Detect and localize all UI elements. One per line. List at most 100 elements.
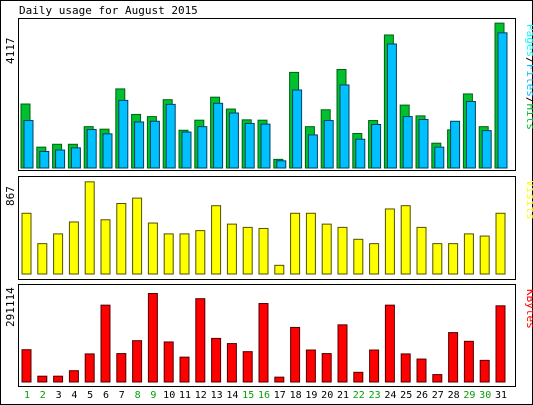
visits-bar-day-7 (116, 203, 127, 275)
kbytes-bar-day-27 (432, 374, 443, 383)
kbytes-bar-day-24 (384, 304, 395, 383)
legend-files: Files (524, 64, 533, 97)
files-bar-day-24 (386, 43, 397, 169)
files-bar-day-14 (228, 112, 239, 169)
day-label: 3 (56, 390, 62, 401)
visits-bar-day-11 (179, 233, 190, 275)
visits-bar-day-17 (274, 264, 285, 275)
visits-bar-day-27 (432, 243, 443, 275)
kbytes-bar-day-20 (321, 353, 332, 383)
day-label: 13 (211, 390, 223, 401)
visits-bars (21, 181, 506, 275)
day-label: 25 (400, 390, 412, 401)
visits-bar-day-16 (258, 227, 269, 275)
visits-bar-day-12 (195, 230, 206, 275)
visits-bar-day-15 (242, 226, 253, 275)
hits-bars (20, 22, 508, 169)
day-label: 21 (337, 390, 349, 401)
kbytes-bar-day-2 (37, 375, 48, 383)
day-label: 26 (416, 390, 428, 401)
day-label: 2 (40, 390, 46, 401)
files-bar-day-16 (260, 123, 271, 169)
hits-max-label: 4117 (4, 38, 17, 65)
day-label: 14 (226, 390, 238, 401)
visits-max-label: 867 (4, 186, 17, 206)
day-label: 1 (24, 390, 30, 401)
kbytes-legend: KBytes (524, 289, 533, 329)
kbytes-bar-day-5 (84, 353, 95, 383)
day-label: 24 (384, 390, 396, 401)
kbytes-bar-day-25 (400, 353, 411, 383)
day-label: 20 (321, 390, 333, 401)
kbytes-bar-day-22 (353, 371, 364, 383)
visits-bar-day-10 (163, 233, 174, 275)
day-label: 7 (119, 390, 125, 401)
files-bar-day-3 (55, 149, 66, 169)
visits-bar-day-8 (132, 197, 143, 275)
files-bar-day-13 (213, 102, 224, 169)
files-bar-day-21 (339, 84, 350, 169)
files-bar-day-6 (102, 133, 113, 169)
files-bar-day-15 (244, 122, 255, 169)
files-bar-day-27 (434, 146, 445, 169)
kbytes-bar-day-14 (226, 343, 237, 383)
kbytes-bar-day-9 (147, 293, 158, 383)
files-bar-day-5 (86, 129, 97, 169)
day-label: 6 (103, 390, 109, 401)
visits-bar-day-25 (400, 205, 411, 275)
day-label: 9 (150, 390, 156, 401)
visits-bar-day-5 (84, 181, 95, 275)
visits-legend: Visits (524, 180, 533, 220)
files-bar-day-7 (118, 99, 129, 169)
visits-bar-day-4 (68, 221, 79, 275)
visits-bar-day-20 (321, 223, 332, 275)
files-bar-day-18 (292, 89, 303, 169)
day-label: 15 (242, 390, 254, 401)
day-label: 27 (432, 390, 444, 401)
visits-bar-day-26 (416, 226, 427, 275)
visits-bar-day-23 (369, 243, 380, 275)
kbytes-bar-day-30 (479, 359, 490, 383)
files-bar-day-11 (181, 131, 192, 169)
visits-bar-day-19 (305, 212, 316, 275)
legend-sep-2: / (524, 97, 533, 104)
day-label: 17 (274, 390, 286, 401)
day-label: 23 (369, 390, 381, 401)
files-bar-day-10 (165, 103, 176, 169)
files-bar-day-31 (497, 32, 508, 169)
files-bar-day-17 (276, 160, 287, 169)
legend-hits: Hits (524, 104, 533, 131)
visits-bar-day-29 (463, 233, 474, 275)
files-bar-day-8 (134, 121, 145, 169)
hits-legend: Pages/Files/Hits (524, 24, 533, 130)
kbytes-bar-day-17 (274, 376, 285, 383)
day-label: 29 (463, 390, 475, 401)
visits-bar-day-13 (211, 205, 222, 275)
files-bar-day-9 (149, 120, 160, 169)
files-bar-day-26 (418, 118, 429, 169)
visits-bar-day-6 (100, 219, 111, 275)
visits-bar-day-18 (290, 212, 301, 275)
chart-title: Daily usage for August 2015 (19, 4, 198, 17)
kbytes-bar-day-21 (337, 324, 348, 383)
day-label: 4 (71, 390, 77, 401)
visits-bar-day-9 (147, 222, 158, 275)
files-bar-day-19 (307, 134, 318, 169)
visits-bar-day-31 (495, 212, 506, 275)
day-label: 22 (353, 390, 365, 401)
visits-bar-day-14 (226, 223, 237, 275)
kbytes-bar-day-10 (163, 341, 174, 383)
legend-sep-1: / (524, 57, 533, 64)
kbytes-bar-day-11 (179, 356, 190, 383)
day-label: 28 (448, 390, 460, 401)
files-bar-day-4 (70, 147, 81, 169)
kbytes-bars (21, 293, 506, 383)
day-label: 10 (163, 390, 175, 401)
day-label: 5 (87, 390, 93, 401)
kbytes-bar-day-26 (416, 358, 427, 383)
files-bar-day-22 (355, 138, 366, 169)
kbytes-max-label: 291114 (4, 287, 17, 327)
day-label: 11 (179, 390, 191, 401)
kbytes-bar-day-1 (21, 349, 32, 383)
